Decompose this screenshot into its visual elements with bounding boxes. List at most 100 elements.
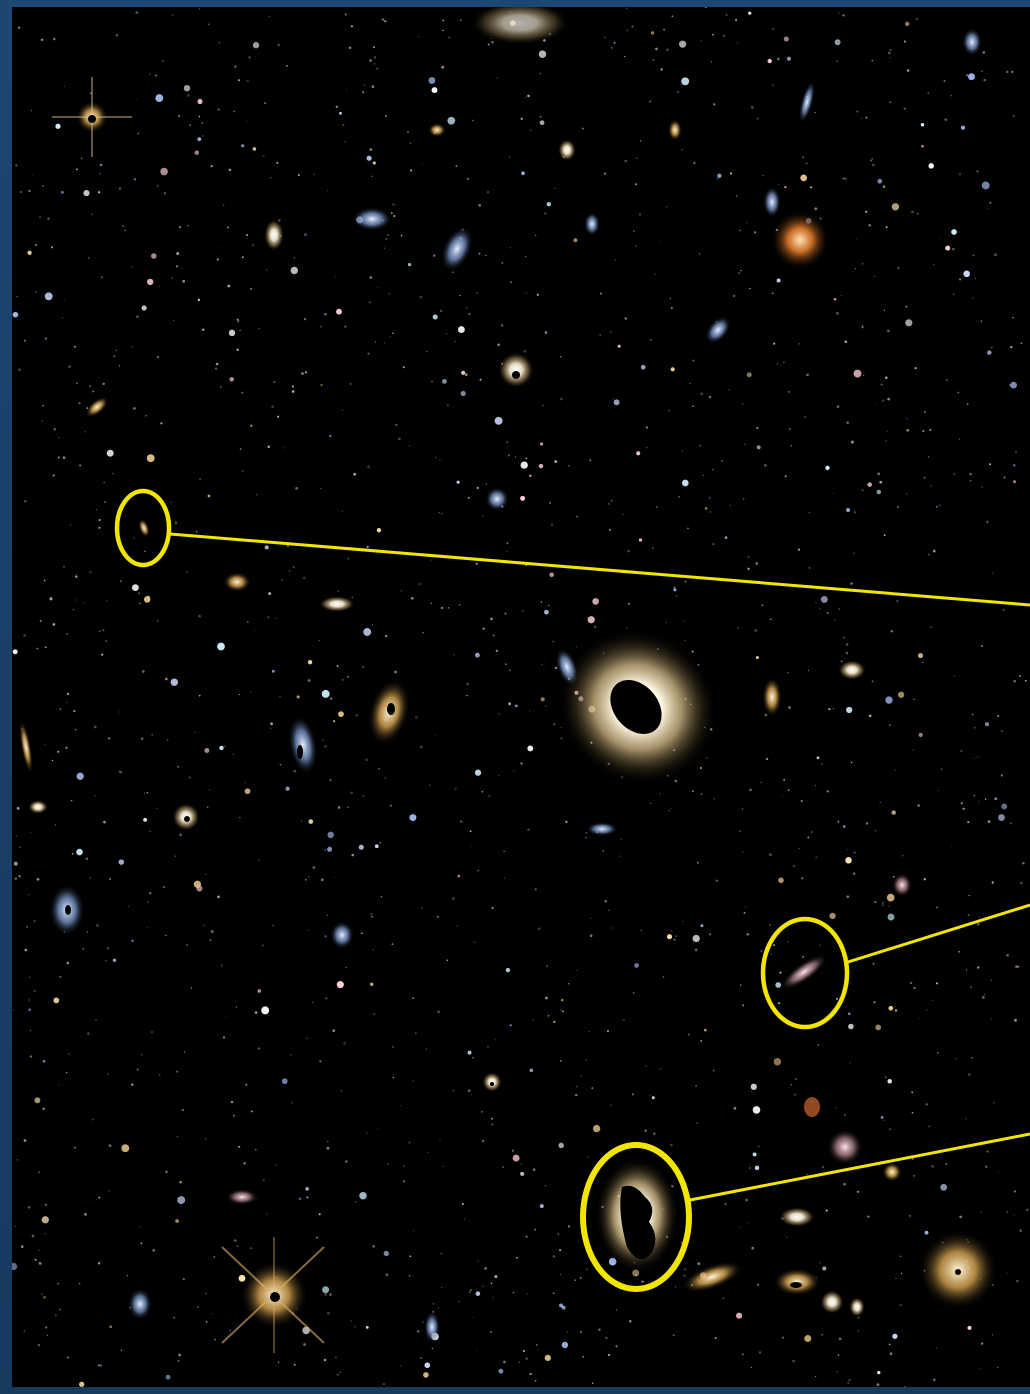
speckle — [201, 122, 204, 124]
speckle — [991, 1334, 994, 1336]
speckle — [41, 420, 43, 422]
speckle — [631, 25, 634, 28]
speckle — [475, 292, 478, 294]
speckle — [184, 1051, 186, 1053]
speckle — [341, 409, 343, 411]
speckle — [871, 157, 874, 160]
speckle — [95, 1019, 97, 1021]
speckle — [959, 278, 962, 281]
speckle — [783, 36, 789, 42]
speckle — [146, 278, 154, 286]
speckle — [874, 901, 877, 903]
speckle — [624, 317, 627, 320]
speckle — [52, 37, 56, 41]
speckle — [888, 1005, 894, 1011]
speckle — [76, 848, 83, 856]
speckle — [684, 580, 687, 583]
speckle — [461, 1202, 464, 1206]
speckle — [891, 810, 896, 815]
speckle — [155, 94, 164, 103]
speckle — [97, 1364, 100, 1367]
speckle — [967, 1073, 971, 1076]
speckle — [133, 537, 135, 539]
speckle — [653, 1132, 656, 1135]
speckle — [409, 1255, 412, 1258]
speckle — [1011, 70, 1014, 73]
blue-galaxy-left — [49, 884, 85, 936]
speckle — [522, 1349, 526, 1353]
speckle — [579, 1276, 582, 1279]
speckle — [41, 1293, 43, 1295]
speckle — [276, 161, 279, 164]
speckle — [205, 1138, 207, 1140]
speckle — [328, 434, 332, 438]
speckle — [439, 1138, 441, 1141]
speckle — [66, 692, 70, 696]
speckle — [106, 947, 110, 950]
speckle — [140, 1242, 143, 1245]
speckle — [649, 802, 652, 805]
speckle — [832, 707, 835, 710]
speckle — [557, 1233, 560, 1235]
speckle — [641, 1280, 644, 1283]
speckle — [135, 11, 139, 14]
speckle — [684, 1268, 687, 1271]
speckle — [324, 848, 326, 851]
speckle — [75, 382, 78, 385]
speckle — [121, 224, 125, 228]
speckle — [933, 1378, 936, 1382]
speckle — [675, 594, 678, 597]
speckle — [50, 246, 54, 249]
speckle — [985, 1165, 988, 1168]
speckle — [456, 925, 458, 927]
speckle — [87, 256, 90, 260]
speckle — [419, 295, 423, 299]
speckle — [525, 1235, 528, 1238]
speckle — [369, 982, 374, 987]
speckle — [703, 1028, 707, 1032]
speckle — [612, 398, 615, 400]
speckle — [561, 1305, 566, 1310]
speckle — [387, 234, 389, 236]
speckle — [527, 94, 530, 98]
speckle — [960, 750, 963, 752]
speckle — [238, 1145, 241, 1148]
speckle — [197, 298, 201, 302]
speckle — [27, 250, 32, 255]
speckle — [213, 1256, 216, 1258]
speckle — [882, 185, 886, 188]
callout-line-left — [169, 532, 1030, 607]
speckle — [509, 247, 511, 249]
speckle — [845, 857, 852, 864]
speckle — [945, 245, 951, 251]
speckle — [987, 820, 991, 823]
speckle — [871, 59, 874, 62]
speckle — [463, 1218, 466, 1221]
speckle — [272, 924, 274, 927]
speckle — [485, 483, 488, 485]
speckle — [773, 342, 776, 345]
speckle — [29, 1029, 31, 1032]
speckle — [754, 231, 757, 234]
speckle — [587, 616, 595, 624]
speckle — [978, 800, 980, 803]
speckle — [348, 46, 352, 49]
speckle — [482, 1285, 484, 1288]
speckle — [844, 1114, 846, 1116]
speckle — [205, 873, 207, 875]
speckle — [383, 247, 385, 249]
speckle — [877, 178, 883, 184]
speckle — [80, 157, 83, 160]
speckle — [266, 1213, 268, 1215]
speckle — [57, 1282, 60, 1285]
speckle — [659, 793, 661, 795]
speckle — [749, 287, 751, 290]
speckle — [821, 1166, 824, 1169]
speckle — [1009, 384, 1011, 387]
speckle — [204, 748, 210, 753]
speckle — [496, 77, 498, 79]
speckle — [836, 60, 838, 63]
speckle — [459, 294, 461, 297]
speckle — [850, 440, 854, 444]
speckle — [983, 78, 986, 82]
